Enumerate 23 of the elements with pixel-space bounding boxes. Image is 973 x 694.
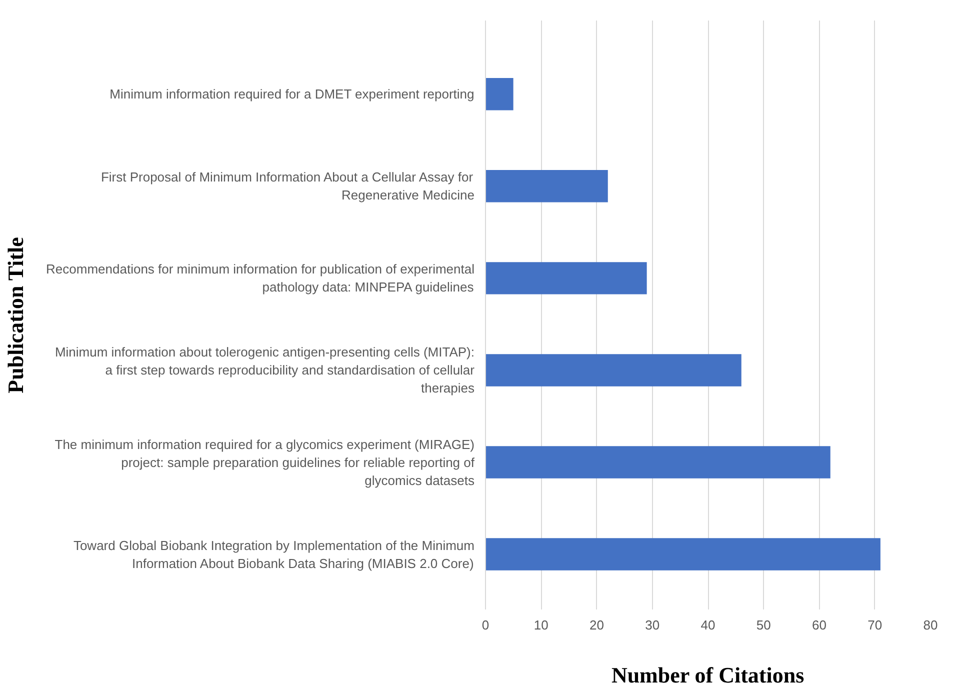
- x-tick-label: 0: [482, 618, 490, 632]
- y-tick-label: First Proposal of Minimum Information About a Cellular Assay for Regenerative Medicine: [100, 170, 475, 203]
- bar: [486, 78, 514, 110]
- x-tick-label: 40: [700, 618, 716, 632]
- bar: [486, 170, 608, 202]
- bar: [486, 354, 742, 386]
- x-tick-label: 70: [868, 618, 882, 632]
- y-tick-label: Recommendations for minimum information for publication of experimental pathology data: MINPEPA guidelines: [46, 262, 475, 295]
- x-tick-label: 60: [812, 618, 826, 632]
- bar: [486, 538, 880, 570]
- x-tick-label: 80: [923, 618, 938, 632]
- y-tick-label: Minimum information required for a DMET experiment reporting: [110, 86, 474, 102]
- x-tick-label: 20: [590, 618, 604, 632]
- y-tick-label: Toward Global Biobank Integration by Implementation of the Minimum Information About Biobank Data Sharing (MIABIS 2.0 Core): [73, 538, 475, 571]
- bar: [486, 446, 830, 478]
- x-tick-label: 10: [534, 618, 548, 632]
- x-tick-label: 30: [645, 618, 660, 632]
- y-tick-label: Minimum information about tolerogenic antigen-presenting cells (MITAP): a first step towards reproducibility and standardisation of cellular therapies: [54, 344, 476, 396]
- bar: [486, 262, 647, 294]
- x-tick-label: 50: [756, 618, 771, 632]
- y-axis-title: Publication Title: [3, 236, 28, 394]
- y-tick-label: The minimum information required for a glycomics experiment (MIRAGE) project: sample preparation guidelines for reliable reporting of glycomics datasets: [54, 436, 475, 488]
- x-axis-title: Number of Citations: [611, 662, 805, 688]
